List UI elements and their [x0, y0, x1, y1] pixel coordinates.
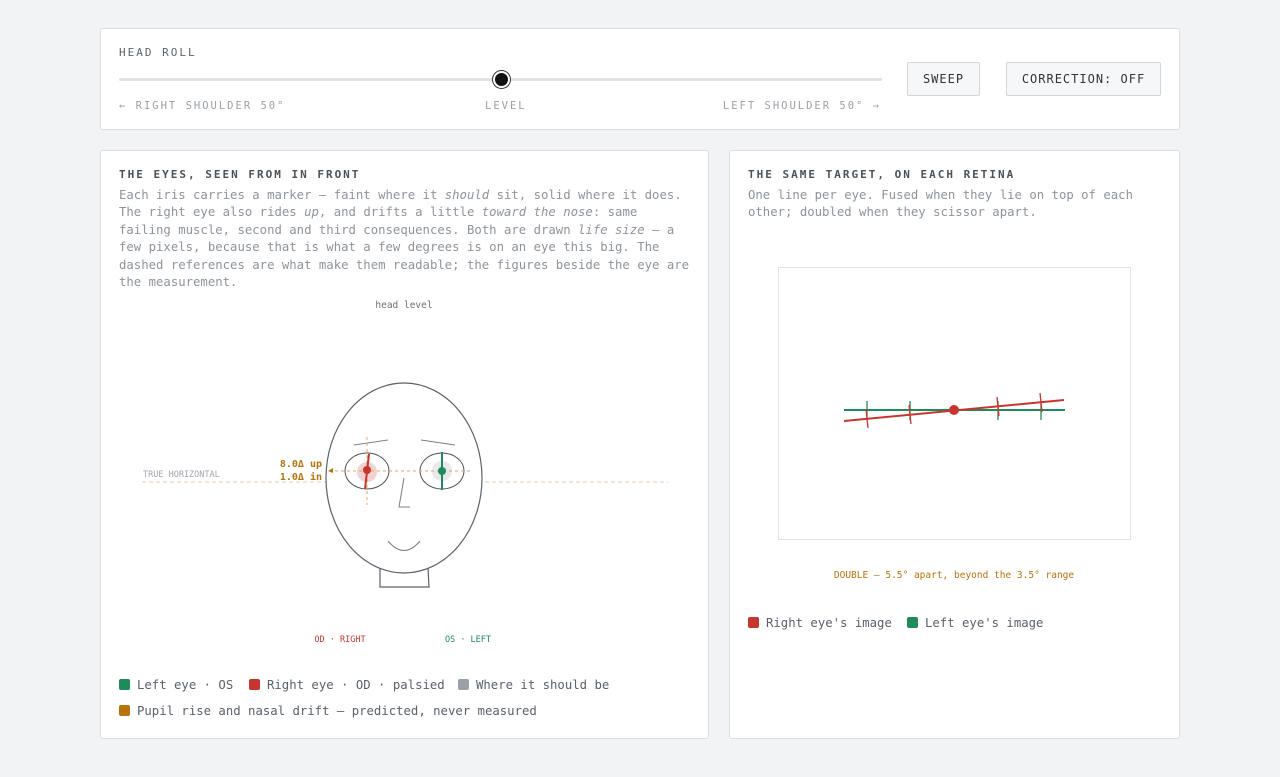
legend-text: Left eye · OS — [137, 678, 234, 692]
swatch — [119, 705, 130, 716]
swatch — [119, 679, 130, 690]
swatch — [458, 679, 469, 690]
swatch — [748, 617, 759, 628]
slider-knob[interactable] — [493, 71, 510, 88]
panel-title: THE EYES, SEEN FROM IN FRONT — [119, 168, 361, 181]
text: Each iris carries a marker — faint where… — [119, 188, 445, 202]
left-pupil — [438, 467, 446, 475]
swatch — [249, 679, 260, 690]
nose — [398, 477, 410, 508]
slider-left-label: ← RIGHT SHOULDER 50° — [119, 100, 286, 112]
sweep-button[interactable]: SWEEP — [907, 62, 980, 96]
text: should — [444, 188, 490, 202]
text: up — [304, 205, 319, 220]
correction-button[interactable]: CORRECTION: OFF — [1006, 62, 1161, 96]
brow — [353, 439, 389, 446]
retina-box — [778, 267, 1131, 540]
arrow — [328, 468, 333, 473]
legend-item: Left eye · OS — [119, 678, 233, 692]
legend-item: Right eye · OD · palsied — [249, 678, 445, 692]
legend-text: Left eye's image — [925, 616, 1044, 630]
horizontal-label: TRUE HORIZONTAL — [143, 470, 220, 480]
drift-label: 1.0Δ in — [280, 471, 322, 483]
text: : same failing muscle, second and third … — [119, 205, 638, 237]
fixation-point — [949, 405, 959, 415]
text: life size — [578, 222, 645, 237]
legend-item: Pupil rise and nasal drift — predicted, … — [119, 704, 537, 718]
mouth — [387, 540, 421, 551]
fusion-status: DOUBLE — 5.5° apart, beyond the 3.5° ran… — [834, 570, 1074, 581]
right-eye-label: OD · RIGHT — [314, 635, 365, 645]
panel-description: Each iris carries a marker — faint where… — [119, 187, 694, 291]
head-label: head level — [375, 300, 432, 311]
text: toward the nose — [481, 205, 593, 220]
rise-label: 8.0Δ up — [280, 459, 322, 470]
controls-panel: HEAD ROLL ← RIGHT SHOULDER 50° LEVEL LEF… — [100, 28, 1180, 130]
right-ticks — [865, 392, 1043, 429]
slider-label: HEAD ROLL — [119, 46, 197, 59]
legend-item: Right eye's image — [748, 616, 892, 630]
legend-item: Where it should be — [458, 678, 609, 692]
neck — [379, 567, 430, 588]
text: — a few pixels, because that is what a f… — [119, 222, 690, 290]
swatch — [907, 617, 918, 628]
eyes-panel: THE EYES, SEEN FROM IN FRONT Each iris c… — [100, 150, 709, 739]
slider-right-label: LEFT SHOULDER 50° → — [722, 100, 881, 112]
legend-text: Right eye · OD · palsied — [267, 678, 445, 692]
legend-item: Left eye's image — [907, 616, 1043, 630]
legend-text: Right eye's image — [766, 616, 892, 630]
legend-text: Where it should be — [476, 678, 610, 692]
panel-description: One line per eye. Fused when they lie on… — [748, 188, 1133, 220]
legend-text: Pupil rise and nasal drift — predicted, … — [137, 704, 537, 718]
right-pupil — [363, 466, 371, 474]
retina-panel: THE SAME TARGET, ON EACH RETINA One line… — [729, 150, 1180, 739]
left-eye-label: OS · LEFT — [445, 635, 491, 645]
brow — [420, 439, 456, 446]
panel-title: THE SAME TARGET, ON EACH RETINA — [748, 168, 1016, 181]
slider-center-label: LEVEL — [485, 100, 527, 112]
text: , and drifts a little — [318, 205, 482, 220]
text: sit, solid where it does. The right eye … — [119, 188, 682, 220]
